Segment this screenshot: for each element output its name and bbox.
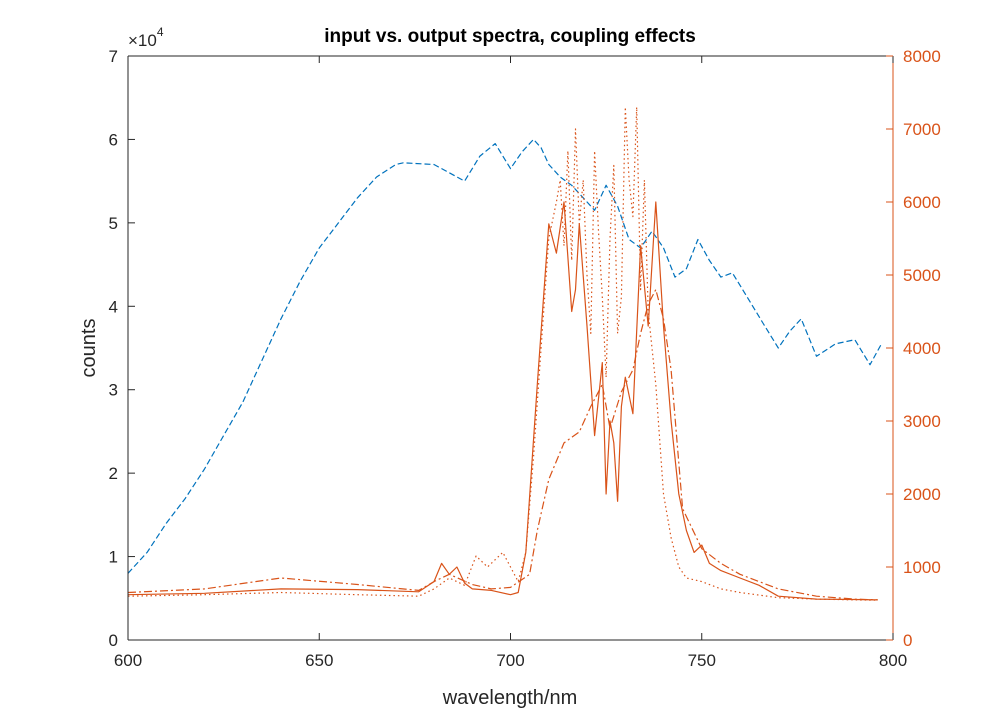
y-left-tick-label: 3 — [109, 381, 118, 400]
y-right-tick-label: 6000 — [903, 193, 941, 212]
axes: 600 650 700 750 8000123456701000200030004000… — [109, 47, 941, 670]
axis-labels: input vs. output spectra, coupling effec… — [78, 25, 696, 709]
plot-area — [127, 106, 883, 601]
chart-title: input vs. output spectra, coupling effec… — [324, 26, 696, 47]
y-right-tick-label: 7000 — [903, 120, 941, 139]
y-axis-left-title: counts — [78, 319, 100, 378]
y-right-tick-label: 0 — [903, 631, 912, 650]
x-tick-label: 700 — [496, 651, 524, 670]
y-left-tick-label: 7 — [109, 47, 118, 66]
y-left-tick-label: 2 — [109, 464, 118, 483]
exponent-base: ×10 — [128, 31, 157, 50]
series-2-line — [127, 201, 878, 601]
y-right-tick-label: 3000 — [903, 412, 941, 431]
y-right-tick-label: 1000 — [903, 558, 941, 577]
y-right-tick-label: 2000 — [903, 485, 941, 504]
x-tick-label: 750 — [688, 651, 716, 670]
x-axis-title: wavelength/nm — [442, 687, 578, 709]
x-tick-label: 800 — [879, 651, 907, 670]
y-left-tick-label: 1 — [109, 548, 118, 567]
x-tick-label: 600 — [114, 651, 142, 670]
y-left-tick-label: 4 — [109, 297, 118, 316]
y-left-tick-label: 5 — [109, 214, 118, 233]
y-right-tick-label: 8000 — [903, 47, 941, 66]
series-3-line — [127, 289, 878, 601]
series-1-line — [127, 138, 883, 574]
exponent-power: 4 — [157, 25, 164, 39]
y-left-tick-label: 0 — [109, 631, 118, 650]
x-tick-label: 650 — [305, 651, 333, 670]
y-right-tick-label: 4000 — [903, 339, 941, 358]
y-left-tick-label: 6 — [109, 130, 118, 149]
y-axis-left-exponent: ×104 — [128, 25, 164, 50]
y-right-tick-label: 5000 — [903, 266, 941, 285]
